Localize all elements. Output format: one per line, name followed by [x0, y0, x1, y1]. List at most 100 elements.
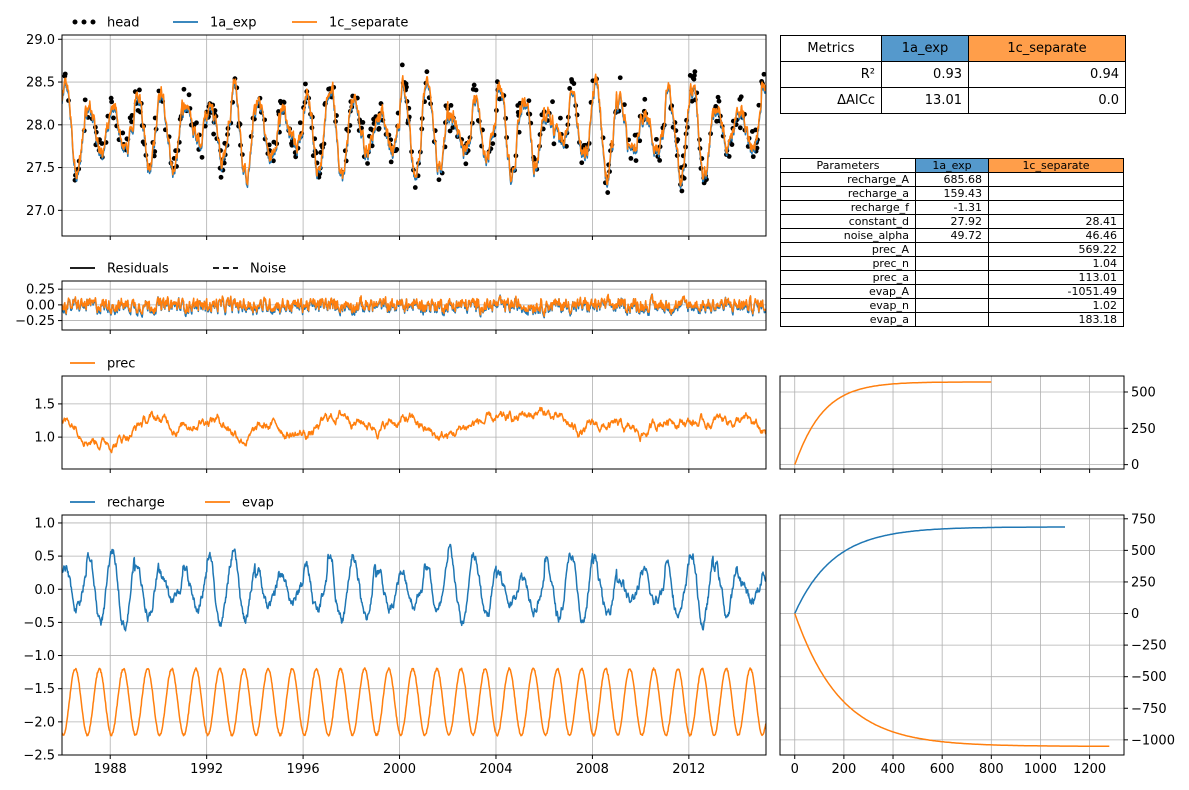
- y-tick-label: 0: [1131, 458, 1139, 473]
- metrics-header-1a: 1a_exp: [881, 35, 969, 62]
- plot-area-residuals: [62, 293, 766, 319]
- params-row: prec_a 113.01: [780, 270, 1124, 285]
- head-observation-point: [675, 137, 681, 143]
- params-row: recharge_a 159.43: [780, 186, 1124, 201]
- x-tick-label: 2000: [383, 762, 416, 777]
- head-observation-point: [447, 128, 453, 134]
- step-response-evap: [793, 613, 1110, 748]
- y-tick-label: −250: [1131, 639, 1167, 654]
- head-observation-point: [129, 112, 135, 118]
- plot-area-head: [62, 62, 766, 195]
- y-tick-label: 1.0: [34, 516, 55, 531]
- legend-entry: 1c_separate: [292, 16, 408, 31]
- head-observation-point: [463, 161, 469, 167]
- head-observation-point: [404, 84, 409, 90]
- head-observation-point: [99, 141, 105, 146]
- metrics-cell: 0.94: [968, 61, 1126, 88]
- params-cell: [915, 284, 989, 299]
- head-observation-point: [181, 86, 187, 92]
- y-tick-label: −0.5: [23, 616, 55, 631]
- x-tick-label: 600: [930, 762, 955, 777]
- params-cell: 183.18: [988, 312, 1124, 327]
- plot-area-step_stresses: [793, 526, 1110, 748]
- params-row: recharge_f -1.31: [780, 200, 1124, 215]
- legend-entry: Residuals: [70, 262, 169, 277]
- head-observation-point: [657, 157, 663, 163]
- metrics-row-label: R²: [780, 61, 882, 88]
- plot-area-stresses: [62, 543, 766, 737]
- head-observation-point: [297, 120, 303, 126]
- head-observation-point: [266, 142, 272, 148]
- params-row-label: prec_a: [780, 270, 916, 285]
- head-observation-point: [111, 115, 116, 121]
- y-tick-label: 500: [1131, 385, 1156, 400]
- head-observation-point: [424, 69, 430, 75]
- params-cell: [915, 312, 989, 327]
- params-row-label: recharge_A: [780, 172, 916, 187]
- head-observation-point: [753, 127, 759, 133]
- head-observation-point: [448, 102, 454, 108]
- legend-label: recharge: [107, 496, 165, 511]
- y-tick-label: −1000: [1131, 733, 1175, 748]
- metrics-table: Metrics 1a_exp 1c_separate R² 0.93 0.94 …: [780, 35, 1126, 114]
- step-response-prec: [794, 381, 992, 465]
- params-cell: 1.04: [988, 256, 1124, 271]
- params-row: prec_A 569.22: [780, 242, 1124, 257]
- head-observation-point: [490, 141, 496, 146]
- head-observation-point: [526, 98, 532, 104]
- head-observation-point: [653, 136, 659, 142]
- head-observation-point: [289, 142, 295, 148]
- y-tick-label: 28.5: [26, 76, 55, 91]
- y-tick-label: −500: [1131, 670, 1167, 685]
- params-cell: [988, 200, 1124, 215]
- axes-frame: [779, 375, 1125, 470]
- y-tick-label: −2.5: [23, 749, 55, 764]
- axes-stresses: −2.5 −2.0 −1.5 −1.0 −0.5 0.0 0.5 1.0 1988 1992 199…: [23, 514, 767, 777]
- head-observation-point: [376, 126, 382, 131]
- axes-step_prec: 0 250 500: [779, 375, 1156, 473]
- metrics-cell: 0.93: [881, 61, 969, 88]
- params-row: evap_n 1.02: [780, 298, 1124, 313]
- head-observation-point: [564, 143, 569, 149]
- series-line-1c_separate: [62, 73, 766, 187]
- params-row-label: recharge_f: [780, 200, 916, 215]
- head-observation-point: [761, 71, 766, 77]
- head-observation-point: [692, 69, 698, 75]
- x-tick-label: 1988: [94, 762, 127, 777]
- y-tick-label: −2.0: [23, 715, 55, 730]
- x-tick-label: 1996: [287, 762, 320, 777]
- head-observation-point: [642, 96, 648, 102]
- params-cell: 113.01: [988, 270, 1124, 285]
- plot-area-step_prec: [794, 381, 992, 465]
- legend-entry: head: [72, 16, 139, 31]
- params-row: evap_A -1051.49: [780, 284, 1124, 299]
- axes-prec: 1.0 1.5: [34, 375, 767, 473]
- params-row: prec_n 1.04: [780, 256, 1124, 271]
- params-row: evap_a 183.18: [780, 312, 1124, 327]
- axes-frame: [61, 280, 767, 331]
- x-tick-label: 2004: [479, 762, 512, 777]
- series-line-noise: [62, 293, 766, 318]
- x-tick-label: 400: [881, 762, 906, 777]
- head-observation-point: [82, 97, 88, 103]
- head-observation-point: [567, 86, 573, 91]
- axes-frame: [61, 375, 767, 470]
- head-observation-point: [129, 119, 134, 125]
- legend-label: prec: [107, 357, 135, 372]
- y-tick-label: 27.0: [26, 204, 55, 219]
- head-observation-point: [399, 62, 405, 68]
- head-observation-point: [62, 71, 68, 77]
- head-observation-point: [637, 138, 643, 144]
- head-observation-point: [199, 154, 205, 160]
- axes-frame: [61, 514, 767, 756]
- params-cell: -1.31: [915, 200, 989, 215]
- y-tick-label: 27.5: [26, 161, 55, 176]
- params-cell: 49.72: [915, 228, 989, 243]
- head-observation-point: [633, 158, 639, 163]
- params-row: noise_alpha 49.72 46.46: [780, 228, 1124, 243]
- head-observation-point: [558, 115, 563, 121]
- head-observation-point: [211, 131, 217, 137]
- head-observation-point: [715, 94, 721, 100]
- metrics-row: ΔAICc 13.01 0.0: [780, 87, 1126, 114]
- head-observation-point: [756, 102, 762, 108]
